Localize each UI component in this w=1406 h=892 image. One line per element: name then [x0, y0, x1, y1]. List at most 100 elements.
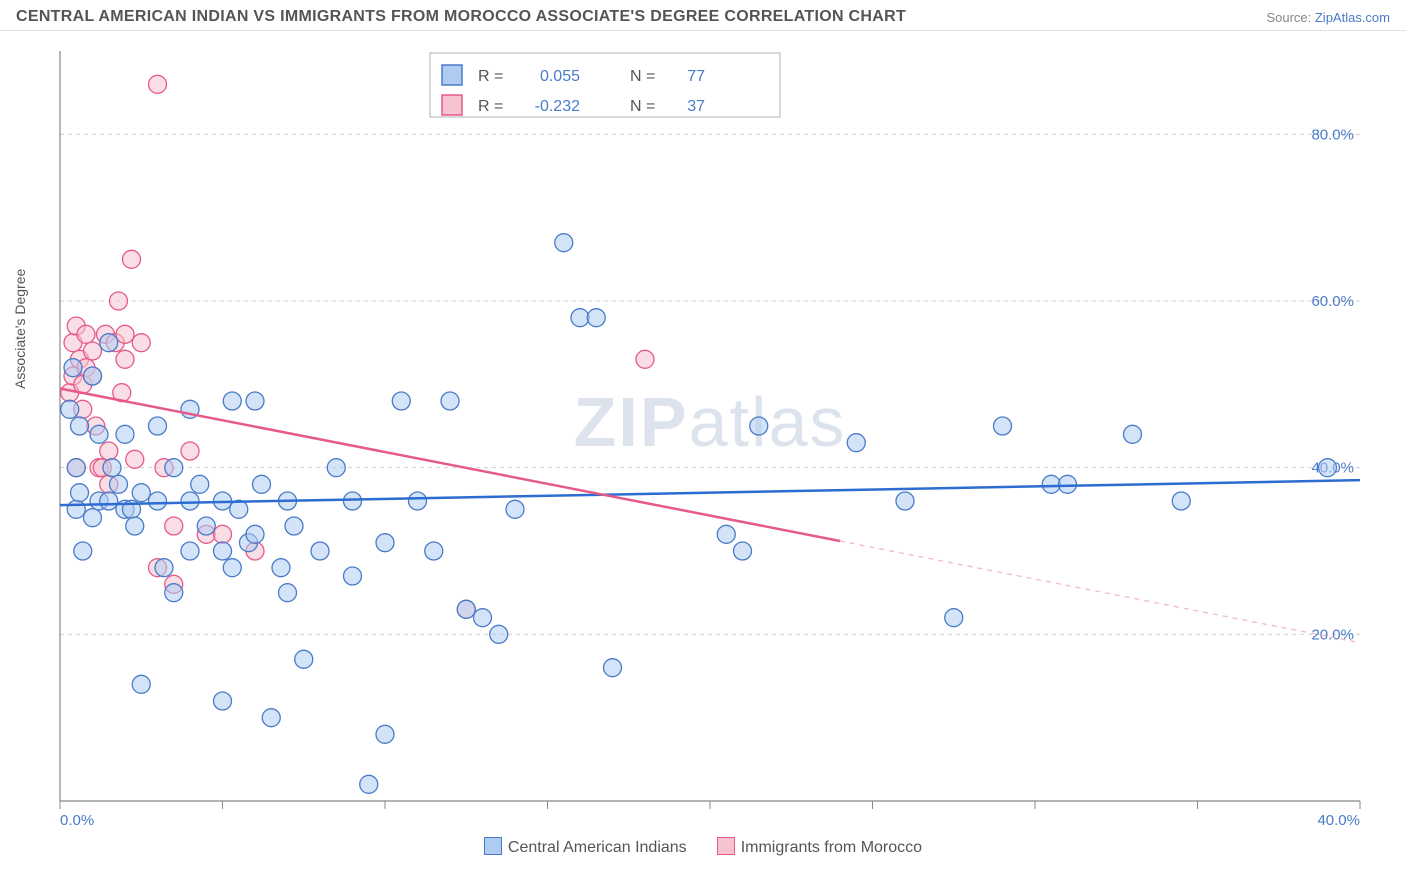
trend-line-extrapolated [840, 541, 1360, 643]
data-point [253, 475, 271, 493]
stats-n-label: N = [630, 98, 655, 115]
data-point [90, 425, 108, 443]
data-point [425, 542, 443, 560]
data-point [1042, 475, 1060, 493]
data-point [181, 442, 199, 460]
data-point [734, 542, 752, 560]
y-axis-label: Associate's Degree [12, 269, 28, 389]
x-tick-label: 40.0% [1317, 812, 1360, 829]
data-point [392, 392, 410, 410]
data-point [1124, 425, 1142, 443]
data-point [223, 392, 241, 410]
data-point [1319, 459, 1337, 477]
data-point [1059, 475, 1077, 493]
data-point [441, 392, 459, 410]
data-point [223, 559, 241, 577]
data-point [490, 625, 508, 643]
data-point [272, 559, 290, 577]
data-point [110, 292, 128, 310]
chart-title: CENTRAL AMERICAN INDIAN VS IMMIGRANTS FR… [16, 8, 906, 26]
stats-r-label: R = [478, 68, 503, 85]
data-point [84, 342, 102, 360]
data-point [376, 534, 394, 552]
data-point [262, 709, 280, 727]
data-point [587, 309, 605, 327]
data-point [64, 359, 82, 377]
series-legend: Central American Indians Immigrants from… [20, 837, 1386, 857]
data-point [214, 525, 232, 543]
data-point [132, 675, 150, 693]
data-point [474, 609, 492, 627]
data-point [126, 450, 144, 468]
data-point [246, 525, 264, 543]
chart-area: Associate's Degree 20.0%40.0%60.0%80.0%Z… [20, 41, 1386, 857]
data-point [67, 500, 85, 518]
data-point [636, 350, 654, 368]
data-point [994, 417, 1012, 435]
data-point [376, 725, 394, 743]
data-point [71, 484, 89, 502]
data-point [165, 459, 183, 477]
data-point [214, 692, 232, 710]
y-tick-label: 20.0% [1311, 626, 1354, 643]
data-point [181, 542, 199, 560]
legend-label-blue: Central American Indians [508, 839, 687, 856]
data-point [132, 334, 150, 352]
x-tick-label: 0.0% [60, 812, 94, 829]
stats-swatch [442, 65, 462, 85]
data-point [344, 492, 362, 510]
data-point [295, 650, 313, 668]
data-point [327, 459, 345, 477]
data-point [84, 509, 102, 527]
data-point [214, 542, 232, 560]
legend-swatch-blue [484, 837, 502, 855]
data-point [506, 500, 524, 518]
data-point [896, 492, 914, 510]
data-point [100, 492, 118, 510]
chart-header: CENTRAL AMERICAN INDIAN VS IMMIGRANTS FR… [0, 0, 1406, 31]
data-point [116, 350, 134, 368]
data-point [344, 567, 362, 585]
data-point [67, 459, 85, 477]
data-point [750, 417, 768, 435]
data-point [1172, 492, 1190, 510]
data-point [191, 475, 209, 493]
data-point [181, 492, 199, 510]
source-link[interactable]: ZipAtlas.com [1315, 10, 1390, 25]
legend-item-blue: Central American Indians [484, 837, 687, 857]
data-point [279, 584, 297, 602]
data-point [116, 425, 134, 443]
data-point [126, 517, 144, 535]
data-point [246, 392, 264, 410]
data-point [604, 659, 622, 677]
data-point [409, 492, 427, 510]
data-point [165, 584, 183, 602]
data-point [103, 459, 121, 477]
stats-r-value: 0.055 [540, 68, 580, 85]
y-tick-label: 60.0% [1311, 293, 1354, 310]
data-point [132, 484, 150, 502]
watermark: ZIPatlas [574, 383, 847, 461]
y-tick-label: 80.0% [1311, 126, 1354, 143]
data-point [100, 442, 118, 460]
data-point [149, 75, 167, 93]
data-point [285, 517, 303, 535]
data-point [123, 250, 141, 268]
chart-source: Source: ZipAtlas.com [1266, 10, 1390, 25]
legend-item-pink: Immigrants from Morocco [717, 837, 922, 857]
data-point [311, 542, 329, 560]
legend-swatch-pink [717, 837, 735, 855]
data-point [74, 542, 92, 560]
data-point [571, 309, 589, 327]
data-point [155, 559, 173, 577]
data-point [149, 492, 167, 510]
data-point [945, 609, 963, 627]
data-point [149, 417, 167, 435]
data-point [457, 600, 475, 618]
data-point [717, 525, 735, 543]
stats-n-value: 77 [687, 68, 705, 85]
data-point [110, 475, 128, 493]
data-point [116, 325, 134, 343]
data-point [360, 775, 378, 793]
data-point [555, 234, 573, 252]
